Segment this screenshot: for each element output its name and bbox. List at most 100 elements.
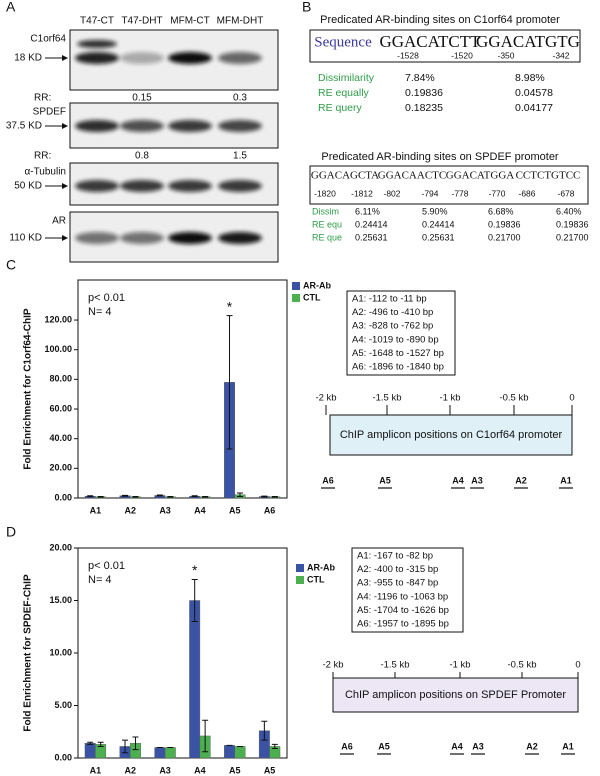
- amplicon-marker: A2: [515, 475, 527, 485]
- x-tick-label: A4: [194, 765, 206, 775]
- row-value: 0.24414: [355, 219, 388, 229]
- blot-name: α-Tubulin: [24, 167, 66, 178]
- ratio-label: RR:: [34, 151, 51, 162]
- row-value: 0.19836: [488, 219, 521, 229]
- band: [218, 232, 262, 244]
- bar: [84, 743, 96, 759]
- ratio-value: 1.5: [233, 151, 247, 162]
- blot-name: C1orf64: [30, 34, 66, 45]
- row-label: RE equally: [318, 87, 370, 99]
- blot-name: SPDEF: [33, 107, 66, 118]
- seq-end: -770: [488, 188, 505, 198]
- legend-label: AR-Ab: [303, 280, 331, 290]
- table-title: Predicated AR-binding sites on SPDEF pro…: [321, 151, 559, 163]
- annotation: N= 4: [88, 306, 112, 318]
- legend-swatch: [296, 564, 304, 572]
- error-bar: [202, 496, 209, 498]
- panel-label: A: [6, 0, 16, 15]
- amplicon: A5: -1704 to -1626 bp: [357, 605, 449, 616]
- amplicon-marker: A3: [471, 475, 483, 485]
- scale-label: -1.5 kb: [380, 660, 409, 671]
- amplicon-marker: A4: [451, 741, 463, 751]
- blot-size: 110 KD: [9, 233, 42, 244]
- band: [75, 52, 119, 64]
- ratio-value: 0.3: [233, 93, 247, 104]
- error-bar: [236, 492, 243, 498]
- amplicon-marker: A1: [560, 475, 572, 485]
- y-tick-label: 40.00: [49, 433, 72, 443]
- error-bar: [191, 579, 198, 622]
- band: [168, 52, 212, 64]
- error-bar: [271, 743, 278, 750]
- y-tick-label: 60.00: [49, 403, 72, 413]
- amplicon: A6: -1896 to -1840 bp: [352, 362, 444, 373]
- row-value: 0.19836: [556, 219, 589, 229]
- x-tick-label: A5: [229, 765, 241, 775]
- bar: [154, 747, 166, 759]
- ratio-label: RR:: [34, 93, 51, 104]
- band: [168, 232, 212, 244]
- error-bar: [202, 719, 209, 753]
- amplicon: A3: -828 to -762 bp: [352, 321, 433, 332]
- band: [168, 120, 212, 132]
- significance: *: [227, 298, 233, 314]
- y-axis-label: Fold Enrichment for C1orf64-ChIP: [23, 308, 34, 469]
- legend-label: CTL: [303, 292, 321, 302]
- y-tick-label: 120.00: [44, 314, 72, 324]
- blot-size: 18 KD: [14, 53, 42, 64]
- seq-end: -1812: [351, 188, 373, 198]
- band: [75, 232, 119, 244]
- error-bar: [156, 494, 163, 497]
- amplicon: A4: -1196 to -1063 bp: [357, 591, 448, 602]
- x-tick-label: A1: [90, 505, 102, 515]
- error-bar: [97, 741, 104, 747]
- band: [218, 180, 262, 192]
- band: [218, 120, 262, 132]
- band: [168, 180, 212, 192]
- legend-swatch: [292, 294, 300, 302]
- scale-label: -0.5 kb: [499, 393, 528, 404]
- sequence: CCTCTGTCC: [516, 170, 581, 182]
- amplicon-box: [346, 290, 456, 376]
- error-bar: [122, 494, 129, 497]
- band: [120, 232, 164, 244]
- row-value: 0.19836: [405, 87, 443, 99]
- panel-label: C: [6, 257, 16, 273]
- row-value: 6.40%: [556, 206, 582, 216]
- promoter-box: [332, 677, 579, 713]
- blot-size: 50 KD: [14, 181, 42, 192]
- row-value: 0.21700: [556, 232, 589, 242]
- row-value: 0.04578: [515, 87, 553, 99]
- seq-end: -678: [557, 188, 574, 198]
- seq-start: -802: [383, 188, 400, 198]
- error-bar: [167, 496, 174, 498]
- row-value: 6.11%: [355, 206, 380, 216]
- x-tick-label: A3: [159, 765, 171, 775]
- error-bar: [87, 741, 94, 745]
- lane-label: T47-DHT: [121, 16, 162, 27]
- row-value: 5.90%: [422, 206, 448, 216]
- legend-label: AR-Ab: [307, 562, 335, 572]
- row-value: 0.25631: [422, 232, 455, 242]
- band: [218, 52, 262, 64]
- row-value: 0.24414: [422, 219, 455, 229]
- x-tick-label: A4: [194, 505, 206, 515]
- amplicon-marker: A3: [472, 741, 484, 751]
- seq-end: -794: [421, 188, 438, 198]
- y-tick-label: 10.00: [49, 647, 72, 657]
- scale-label: -2 kb: [315, 393, 336, 404]
- error-bar: [191, 495, 198, 498]
- scale-label: 0: [569, 393, 574, 404]
- seq-start: -350: [497, 50, 514, 60]
- annotation: N= 4: [88, 574, 112, 586]
- amplicon: A1: -112 to -11 bp: [352, 294, 427, 305]
- y-tick-label: 5.00: [54, 700, 72, 710]
- legend-label: CTL: [307, 574, 325, 584]
- y-tick-label: 20.00: [49, 463, 72, 473]
- x-tick-label: A5: [229, 505, 241, 515]
- bar: [224, 745, 235, 759]
- scale-label: -1 kb: [439, 393, 460, 404]
- y-tick-label: 20.00: [49, 542, 72, 552]
- row-label: RE equ: [312, 219, 342, 229]
- amplicon-marker: A5: [378, 741, 390, 751]
